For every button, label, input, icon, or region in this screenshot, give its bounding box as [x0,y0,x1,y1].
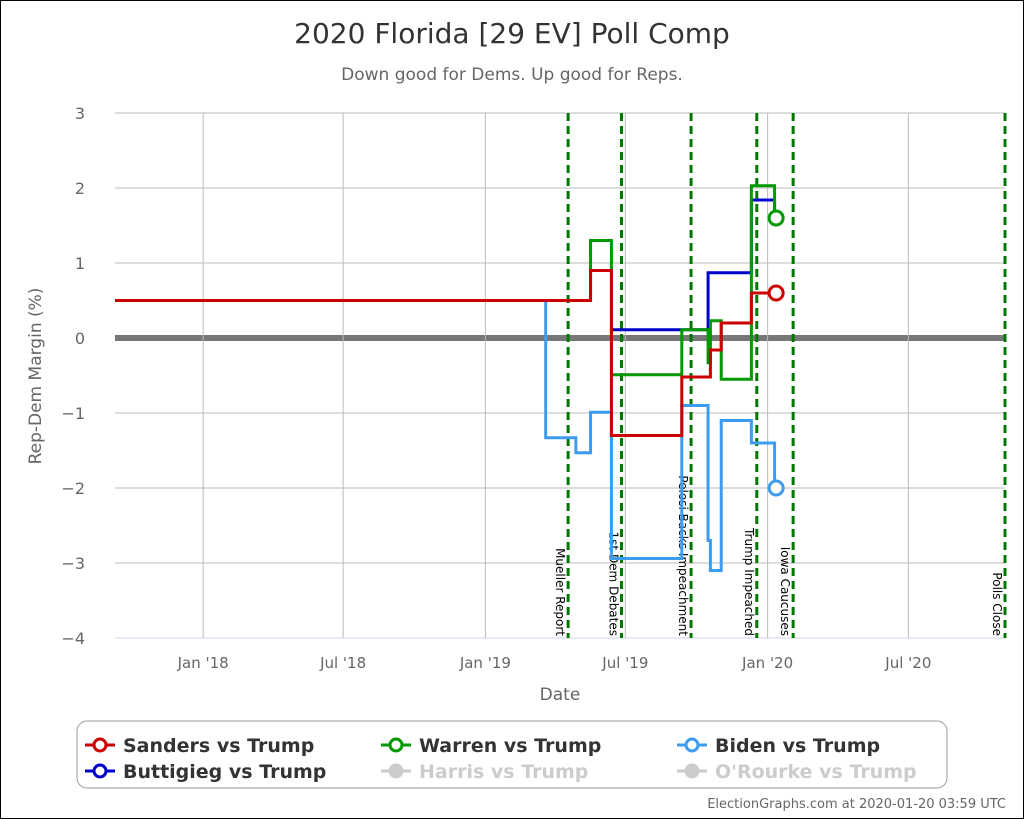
legend-label: Sanders vs Trump [123,735,314,757]
legend-marker-icon [684,737,700,753]
x-tick-label: Jan '20 [741,654,793,672]
event-label: Mueller Report [553,548,567,636]
series-endpoint[interactable] [767,209,785,227]
series-line[interactable] [115,184,777,381]
y-tick-label: −2 [61,479,85,498]
series-endpoint[interactable] [767,284,785,302]
chart-subtitle: Down good for Dems. Up good for Reps. [341,65,683,85]
y-tick-label: −3 [61,554,85,573]
series-line[interactable] [115,299,777,572]
x-tick-label: Jan '19 [459,654,511,672]
x-axis-label: Date [540,685,581,705]
event-label: Polls Close [990,572,1004,636]
legend-item[interactable]: O'Rourke vs Trump [677,761,917,783]
y-tick-label: 0 [75,329,85,348]
legend-label: O'Rourke vs Trump [715,761,917,783]
legend-label: Warren vs Trump [419,735,601,757]
y-tick-label: 3 [75,104,85,123]
x-tick-label: Jul '20 [884,654,931,672]
y-tick-label: 1 [75,254,85,273]
legend-marker-icon [92,737,108,753]
legend-label: Biden vs Trump [715,735,880,757]
y-tick-label: 2 [75,179,85,198]
legend-item[interactable]: Harris vs Trump [381,761,588,783]
legend-item[interactable]: Buttigieg vs Trump [85,761,326,783]
series-line[interactable] [115,269,777,437]
legend-item[interactable]: Biden vs Trump [677,735,880,757]
x-tick-label: Jan '18 [177,654,229,672]
x-tick-label: Jul '19 [601,654,648,672]
event-label: Iowa Caucuses [778,547,792,636]
legend-marker-icon [684,763,700,779]
legend-marker-icon [388,737,404,753]
legend-item[interactable]: Warren vs Trump [381,735,601,757]
legend-marker-icon [388,763,404,779]
event-label: Trump Impeached [742,527,756,636]
series-endpoint[interactable] [767,479,785,497]
credit-text[interactable]: ElectionGraphs.com at 2020-01-20 03:59 U… [707,797,1006,812]
y-tick-label: −1 [61,404,85,423]
legend-label: Buttigieg vs Trump [123,761,326,783]
legend-item[interactable]: Sanders vs Trump [85,735,314,757]
legend-label: Harris vs Trump [419,761,588,783]
legend-marker-icon [92,763,108,779]
y-axis-label: Rep-Dem Margin (%) [26,288,46,465]
x-tick-label: Jul '18 [319,654,366,672]
legend-box [76,720,948,789]
y-tick-label: −4 [61,629,85,648]
chart-title: 2020 Florida [29 EV] Poll Comp [294,17,730,50]
event-label: 1st Dem Debates [606,532,620,636]
